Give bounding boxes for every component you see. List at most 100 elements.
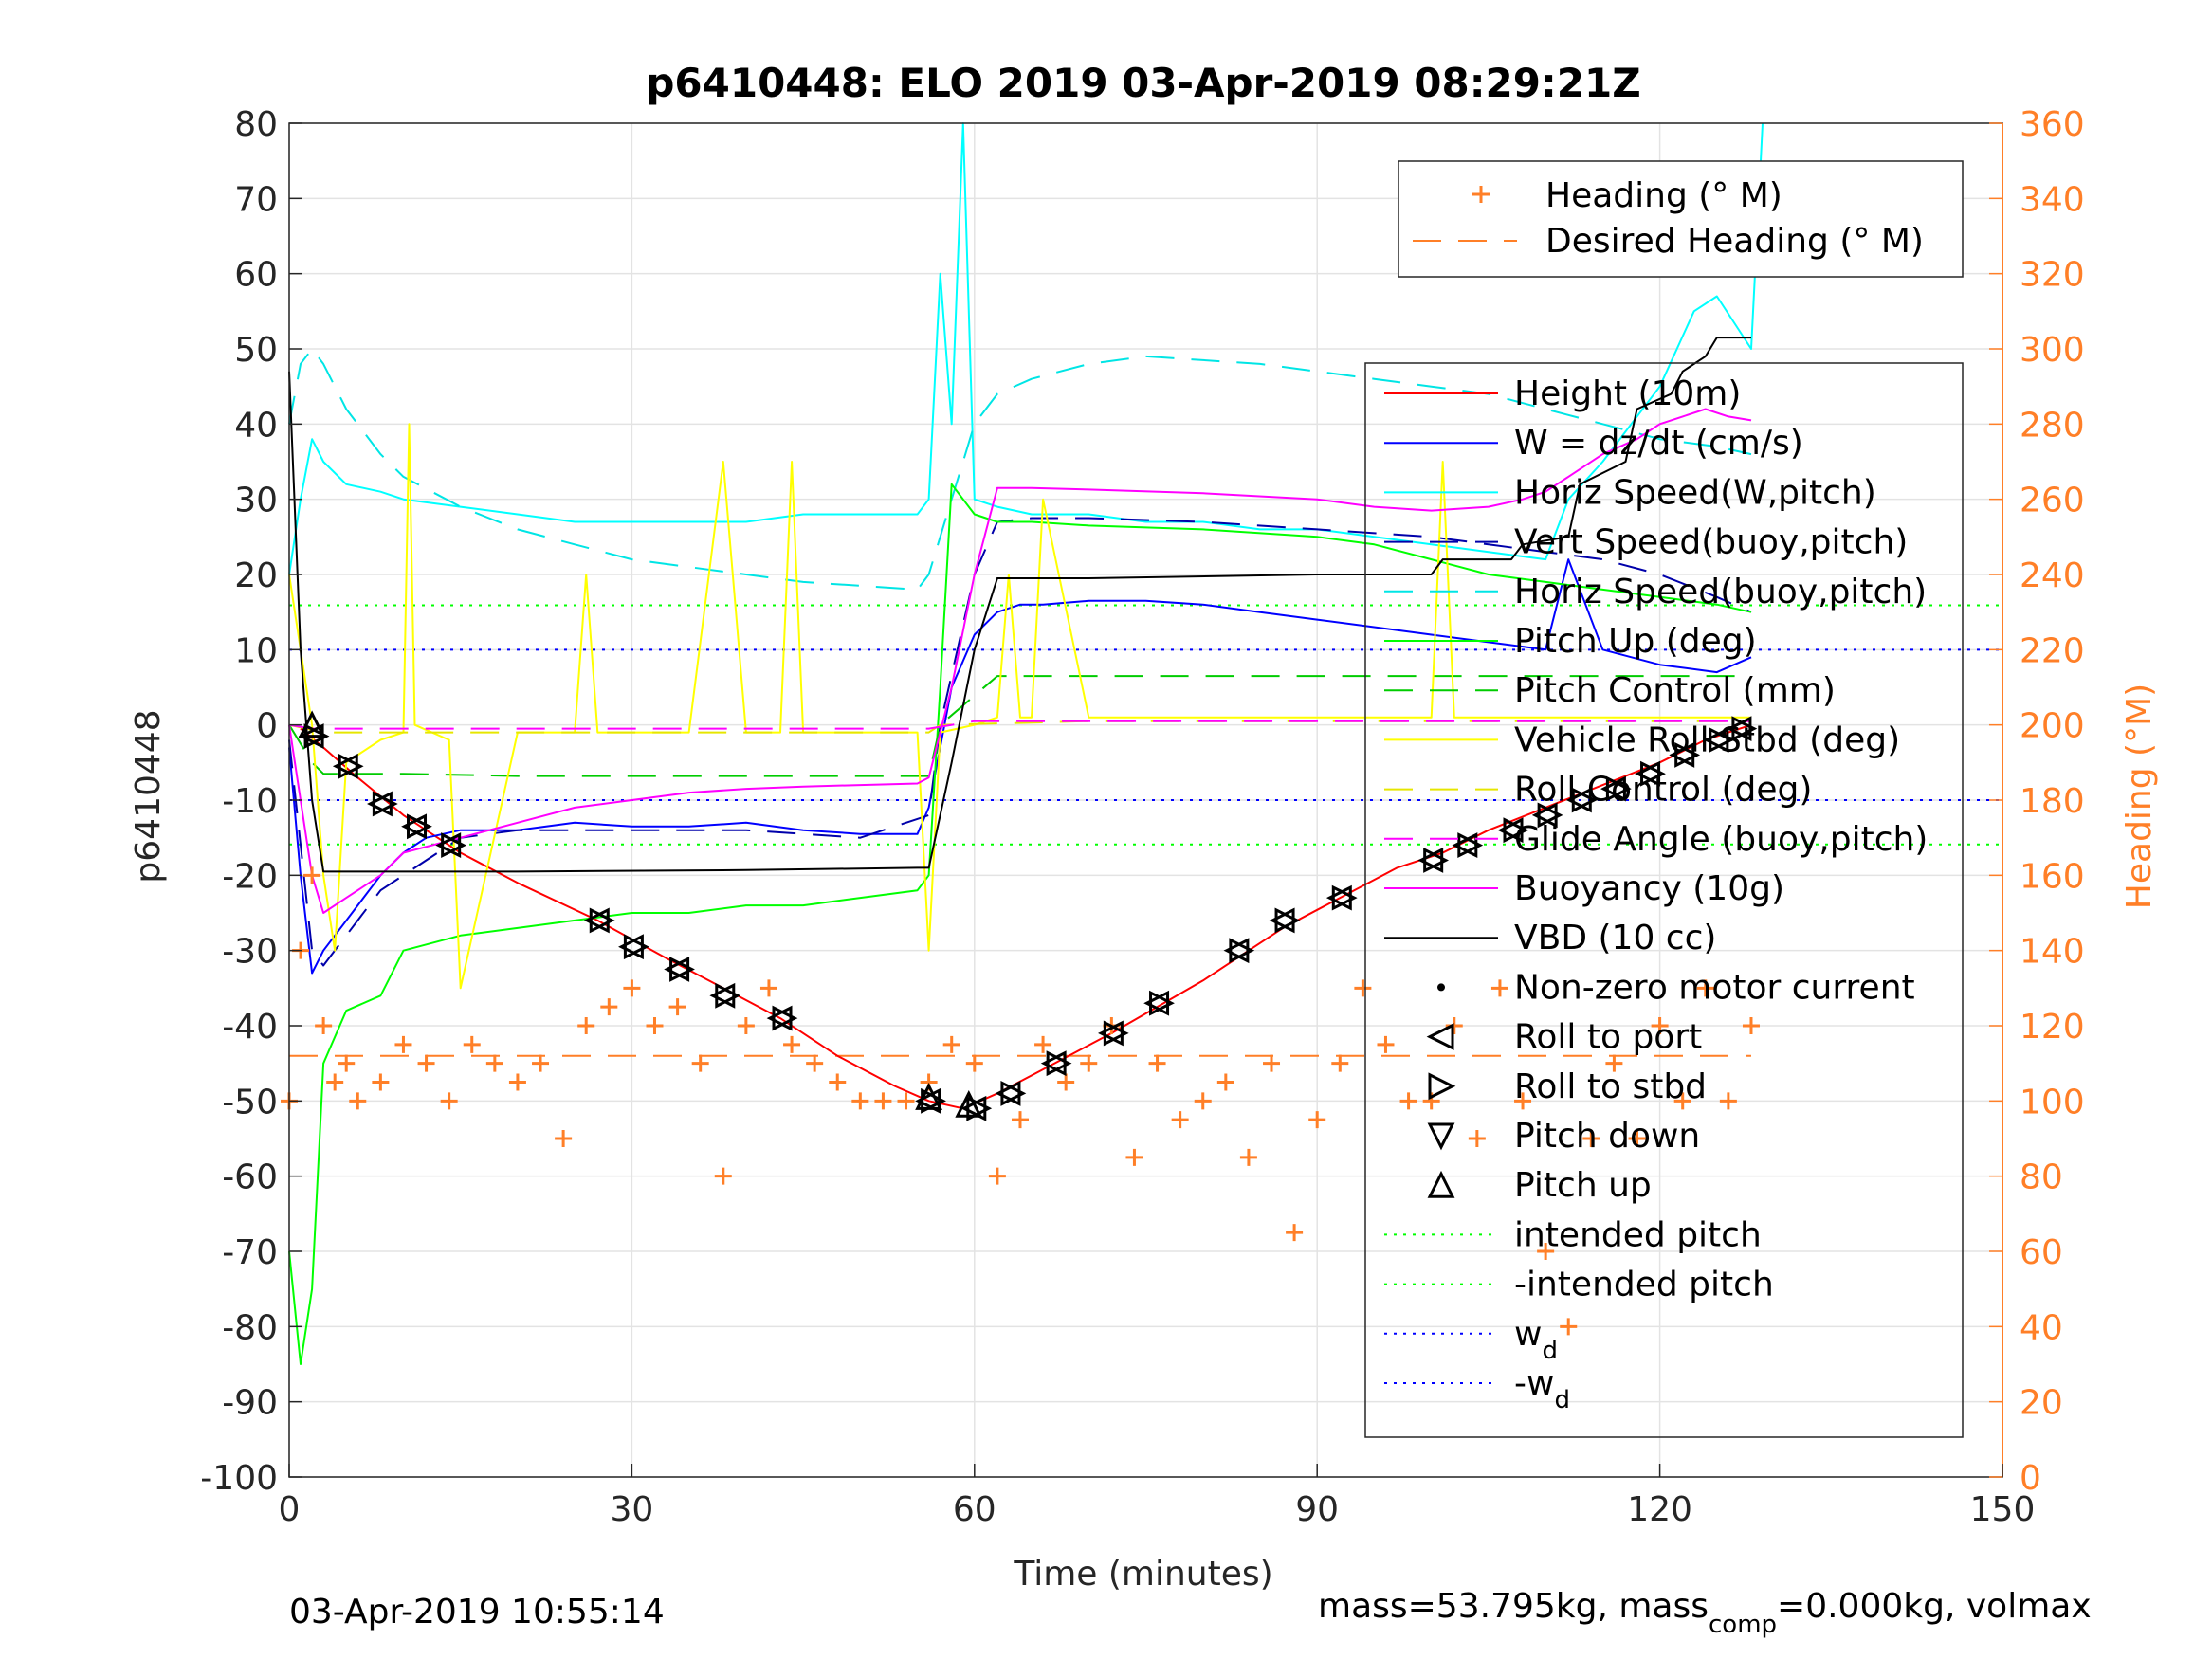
roll-to-stbd-marker <box>441 832 467 859</box>
legend-label-height-10m: Height (10m) <box>1514 374 1741 413</box>
heading-point <box>1560 1318 1578 1336</box>
roll-to-stbd-marker <box>1731 716 1758 742</box>
roll-to-port-marker <box>1269 907 1295 934</box>
footer-date: 03-Apr-2019 10:55:14 <box>289 1593 665 1632</box>
heading-point <box>1034 1035 1052 1053</box>
heading-point <box>1468 1130 1486 1147</box>
right-tick-label: 80 <box>2020 1158 2063 1197</box>
roll-to-stbd-marker <box>1605 775 1632 802</box>
heading-point <box>851 1092 869 1110</box>
roll-to-port-marker <box>915 1087 941 1114</box>
reference-lines <box>289 604 2002 1057</box>
roll-to-stbd-marker <box>1046 1050 1072 1077</box>
legend-label-neg-wd: -wd <box>1514 1364 1570 1414</box>
roll-to-stbd-marker <box>1000 1080 1027 1106</box>
roll-to-port-marker <box>583 907 610 934</box>
legend-label-neg-wd-sub: d <box>1554 1386 1570 1414</box>
roll-to-port-marker <box>1040 1050 1067 1077</box>
heading-point <box>737 1017 755 1034</box>
right-tick-label: 140 <box>2020 933 2085 972</box>
right-tick-label: 100 <box>2020 1083 2085 1121</box>
chart-title: p6410448: ELO 2019 03-Apr-2019 08:29:21Z <box>646 60 1640 106</box>
heading-point <box>1399 1092 1417 1110</box>
right-tick-label: 20 <box>2020 1384 2063 1423</box>
roll-to-port-marker <box>1497 817 1524 844</box>
heading-point <box>1308 1111 1326 1129</box>
legend-label-buoyancy-10g: Buoyancy (10g) <box>1514 869 1784 908</box>
series-horiz-speed-buoy-pitch <box>288 348 1752 591</box>
heading-point <box>1011 1111 1029 1129</box>
right-tick-label: 280 <box>2020 406 2085 445</box>
legend-heading-box <box>1398 160 1964 278</box>
heading-point <box>315 1017 333 1034</box>
roll-to-stbd-marker <box>1423 848 1450 873</box>
right-tick-label: 220 <box>2020 631 2085 670</box>
legend-label-horiz-speed-buoy-pitch: Horiz Speed(buoy,pitch) <box>1514 573 1927 611</box>
roll-to-port-marker <box>766 1005 793 1031</box>
heading-point <box>1057 1073 1075 1091</box>
heading-point <box>1194 1092 1212 1110</box>
legend-label-wd-main: w <box>1514 1315 1542 1354</box>
heading-point <box>1125 1148 1143 1166</box>
heading-point <box>1239 1148 1257 1166</box>
roll-to-stbd-marker <box>372 791 398 817</box>
legend-label-intended-pitch: -intended pitch <box>1514 1266 1774 1304</box>
pitch-up-marker <box>955 1089 983 1118</box>
roll-to-port-marker <box>1531 802 1558 829</box>
roll-to-port-marker <box>367 791 393 817</box>
roll-to-port-marker <box>1223 938 1250 964</box>
heading-point <box>1742 1017 1760 1034</box>
series-pitch-up-deg <box>288 483 1752 1365</box>
y-tick-label: -60 <box>222 1158 278 1197</box>
roll-to-stbd-marker <box>669 957 695 982</box>
legend-label-roll-control-deg: Roll Control (deg) <box>1514 771 1812 810</box>
right-tick-label: 340 <box>2020 180 2085 219</box>
footer-mass-sub: comp <box>1709 1611 1777 1639</box>
roll-to-stbd-marker <box>1709 727 1735 753</box>
heading-point <box>555 1130 573 1147</box>
legend-label-vehicle-roll-stbd-deg: Vehicle Roll Stbd (deg) <box>1514 720 1900 759</box>
y-tick-label: 10 <box>234 631 278 670</box>
legend-swatch-roll-to-stbd <box>1428 1072 1456 1101</box>
right-tick-label: 300 <box>2020 331 2085 370</box>
roll-to-stbd-marker <box>1229 938 1255 964</box>
roll-to-port-marker <box>1669 741 1695 768</box>
legend-main: Height (10m) W = dz/dt (cm/s) Horiz Speed(… <box>1364 362 1964 1438</box>
heading-point <box>440 1092 458 1110</box>
footer-mass-b: =0.000kg, volmax <box>1777 1587 2092 1626</box>
heading-point <box>349 1092 367 1110</box>
right-tick-label: 0 <box>2020 1459 2041 1498</box>
roll-to-stbd-marker <box>1149 990 1175 1016</box>
heading-point <box>1537 1243 1555 1260</box>
heading-point <box>1605 1054 1623 1072</box>
heading-point <box>965 1054 983 1072</box>
heading-point <box>1514 1092 1532 1110</box>
roll-to-port-marker <box>401 813 428 840</box>
legend-label-non-zero-motor-current: Non-zero motor current <box>1514 968 1915 1007</box>
y-tick-label: -50 <box>222 1083 278 1121</box>
roll-to-port-marker <box>1452 832 1478 859</box>
roll-to-stbd-marker <box>1674 741 1701 768</box>
legend-label-pitch-up-deg: Pitch Up (deg) <box>1514 622 1757 661</box>
heading-point <box>463 1035 481 1053</box>
legend-label-pitch-control-mm: Pitch Control (mm) <box>1514 671 1836 710</box>
roll-to-port-marker <box>332 753 358 779</box>
legend-label-pitch-up: Pitch up <box>1514 1166 1652 1205</box>
heading-point <box>1490 979 1508 997</box>
legend-label-w-dz-dt-cm-s: W = dz/dt (cm/s) <box>1514 424 1803 463</box>
heading-point <box>1354 979 1372 997</box>
heading-point <box>623 979 641 997</box>
roll-to-stbd-marker <box>407 813 432 840</box>
roll-to-port-marker <box>1143 990 1170 1016</box>
left-axis: -100-90-80-70-60-50-40-30-20-10010203040… <box>200 105 302 1498</box>
heading-point <box>668 998 686 1016</box>
legend-label-wd: wd <box>1514 1315 1558 1365</box>
x-tick-label: 90 <box>1295 1490 1339 1529</box>
heading-point <box>1148 1054 1166 1072</box>
legend-label-glide-angle-buoy-pitch: Glide Angle (buoy,pitch) <box>1514 820 1928 859</box>
y-tick-label: -10 <box>222 782 278 821</box>
heading-point <box>691 1054 709 1072</box>
roll-to-port-marker <box>995 1080 1021 1106</box>
x-axis-label: Time (minutes) <box>1013 1555 1272 1594</box>
legend-heading-label: Heading (° M) <box>1545 176 1782 215</box>
